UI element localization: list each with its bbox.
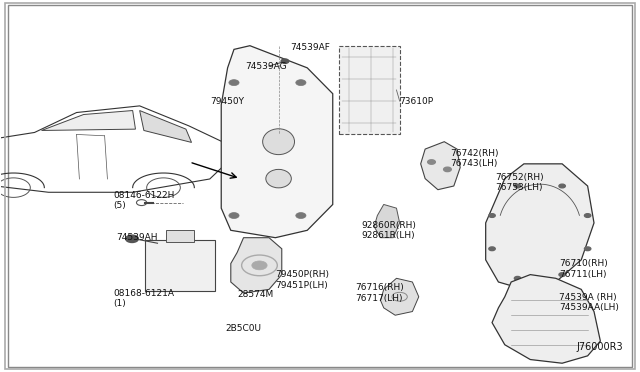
PathPatch shape — [231, 238, 282, 293]
Circle shape — [559, 184, 565, 188]
Circle shape — [296, 80, 306, 86]
Circle shape — [125, 235, 138, 243]
Text: 08146-6122H
(5): 08146-6122H (5) — [113, 191, 174, 211]
Text: 76752(RH)
76753(LH): 76752(RH) 76753(LH) — [495, 173, 544, 192]
Text: 79450P(RH)
79451P(LH): 79450P(RH) 79451P(LH) — [275, 270, 330, 290]
Text: 92860R(RH)
92861R(LH): 92860R(RH) 92861R(LH) — [362, 221, 416, 240]
PathPatch shape — [492, 275, 600, 363]
FancyBboxPatch shape — [339, 46, 399, 134]
Circle shape — [489, 214, 495, 217]
Circle shape — [489, 247, 495, 251]
FancyBboxPatch shape — [145, 240, 215, 291]
Text: 74539A (RH)
74539AA(LH): 74539A (RH) 74539AA(LH) — [559, 293, 619, 312]
Circle shape — [252, 261, 267, 270]
PathPatch shape — [486, 164, 594, 289]
Text: J76000R3: J76000R3 — [576, 341, 623, 352]
Circle shape — [559, 273, 565, 276]
PathPatch shape — [420, 142, 460, 190]
Text: 73610P: 73610P — [399, 97, 434, 106]
Ellipse shape — [266, 169, 291, 188]
Circle shape — [428, 160, 435, 164]
Text: 08168-6121A
(1): 08168-6121A (1) — [113, 289, 174, 308]
Text: 74539AF: 74539AF — [291, 43, 330, 52]
Text: 74539AH: 74539AH — [116, 233, 157, 242]
Text: 28574M: 28574M — [237, 291, 273, 299]
PathPatch shape — [140, 110, 191, 142]
PathPatch shape — [381, 278, 419, 315]
Circle shape — [296, 212, 306, 218]
PathPatch shape — [221, 46, 333, 238]
Text: 76710(RH)
76711(LH): 76710(RH) 76711(LH) — [559, 259, 608, 279]
Circle shape — [584, 247, 591, 251]
Text: 76742(RH)
76743(LH): 76742(RH) 76743(LH) — [451, 148, 499, 168]
Circle shape — [515, 184, 521, 188]
Circle shape — [515, 276, 521, 280]
Text: 74539AG: 74539AG — [245, 61, 287, 71]
Circle shape — [444, 167, 451, 171]
Circle shape — [229, 80, 239, 86]
PathPatch shape — [42, 110, 136, 131]
Text: 76716(RH)
76717(LH): 76716(RH) 76717(LH) — [355, 283, 404, 303]
Circle shape — [584, 214, 591, 217]
Circle shape — [281, 59, 289, 63]
Text: 2B5C0U: 2B5C0U — [225, 324, 262, 333]
PathPatch shape — [374, 205, 399, 238]
Ellipse shape — [262, 129, 294, 155]
FancyBboxPatch shape — [166, 230, 194, 242]
Circle shape — [229, 212, 239, 218]
Text: 79450Y: 79450Y — [211, 97, 244, 106]
